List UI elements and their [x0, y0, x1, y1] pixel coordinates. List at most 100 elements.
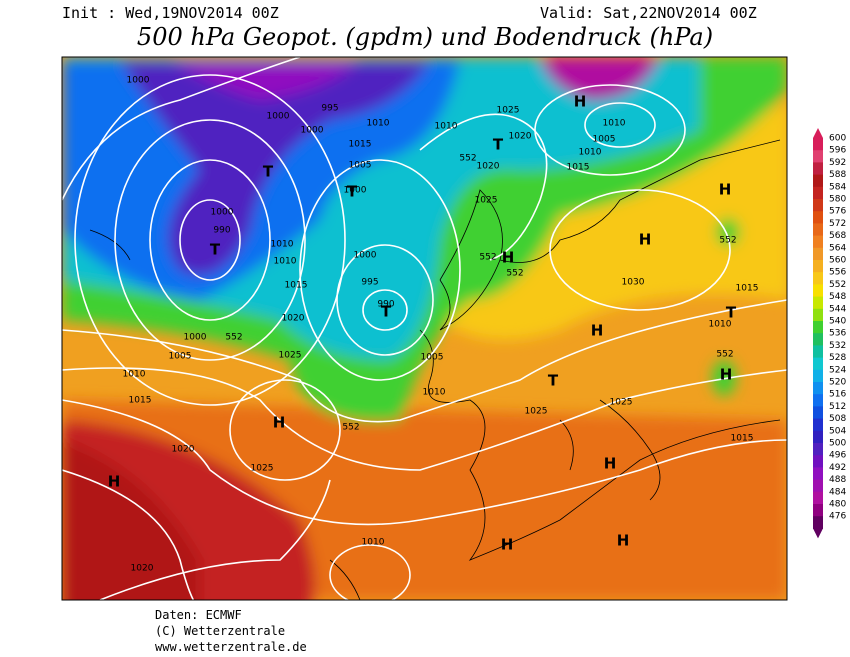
- isobar-label: 1010: [274, 257, 297, 267]
- colorbar-swatch: [813, 186, 823, 200]
- colorbar-label: 576: [829, 207, 846, 217]
- colorbar-label: 596: [829, 146, 846, 156]
- isobar-label: 1010: [709, 320, 732, 330]
- data-source: Daten: ECMWF: [155, 608, 242, 622]
- isobar-label: 1025: [610, 398, 633, 408]
- colorbar-swatch: [813, 199, 823, 212]
- colorbar-label: 528: [829, 353, 846, 363]
- colorbar-label: 564: [829, 243, 846, 253]
- isobar-label: 1010: [362, 538, 385, 548]
- copyright: (C) Wetterzentrale: [155, 624, 285, 638]
- contour-label: 552: [459, 154, 476, 164]
- colorbar-swatch: [813, 479, 823, 493]
- isobar-label: 1030: [622, 278, 645, 288]
- isobar-label: 1015: [129, 396, 152, 406]
- colorbar-swatch: [813, 150, 823, 163]
- colorbar-swatch: [813, 138, 823, 151]
- isobar-label: 1015: [567, 163, 590, 173]
- isobar-label: 1025: [475, 196, 498, 206]
- high-marker: H: [501, 536, 514, 554]
- colorbar-label: 572: [829, 219, 846, 229]
- colorbar-label: 552: [829, 280, 846, 290]
- map-frame: [61, 56, 788, 601]
- isobar-label: 1020: [477, 162, 500, 172]
- isobar-label: 1020: [131, 564, 154, 574]
- colorbar-label: 560: [829, 256, 846, 266]
- isobar-label: 1015: [349, 140, 372, 150]
- colorbar-swatch: [813, 430, 823, 444]
- isobar-label: 1025: [525, 407, 548, 417]
- isobar-label: 1010: [367, 119, 390, 129]
- website: www.wetterzentrale.de: [155, 640, 307, 654]
- colorbar-swatch: [813, 455, 823, 468]
- colorbar-swatch: [813, 504, 823, 517]
- colorbar-label: 476: [829, 512, 846, 522]
- colorbar-swatch: [813, 516, 823, 529]
- colorbar: 600 596 592 588 584 580 576 572 568 564 560 556 552 5…: [813, 128, 846, 539]
- colorbar-label: 548: [829, 292, 846, 302]
- map-area: 1000 1000 995 1000 1010 1015 1005 1000 1…: [62, 57, 787, 600]
- colorbar-label: 496: [829, 451, 846, 461]
- colorbar-swatch: [813, 247, 823, 261]
- isobar-label: 1000: [344, 186, 367, 196]
- contour-label: 552: [506, 269, 523, 279]
- colorbar-label: 544: [829, 304, 846, 314]
- colorbar-label: 488: [829, 475, 846, 485]
- high-marker: H: [591, 322, 604, 340]
- low-marker: T: [263, 163, 274, 181]
- isobar-label: 1000: [267, 112, 290, 122]
- high-marker: H: [574, 93, 587, 111]
- colorbar-label: 532: [829, 341, 846, 351]
- isobar-label: 1000: [301, 126, 324, 136]
- colorbar-label: 540: [829, 317, 846, 327]
- low-marker: T: [381, 303, 392, 321]
- low-marker: T: [726, 304, 737, 322]
- isobar-label: 1020: [282, 314, 305, 324]
- colorbar-label: 556: [829, 268, 846, 278]
- high-marker: H: [502, 249, 515, 267]
- colorbar-label: 592: [829, 158, 846, 168]
- isobar-label: 990: [213, 226, 230, 236]
- colorbar-swatch: [813, 394, 823, 407]
- colorbar-label: 504: [829, 426, 846, 436]
- isobar-label: 1015: [731, 434, 754, 444]
- high-marker: H: [720, 366, 733, 384]
- colorbar-label: 524: [829, 365, 846, 375]
- isobar-label: 1020: [509, 132, 532, 142]
- colorbar-swatch: [813, 382, 823, 395]
- low-marker: T: [548, 372, 559, 390]
- colorbar-top-arrow: [813, 128, 823, 138]
- high-marker: H: [108, 473, 121, 491]
- isobar-label: 1000: [211, 208, 234, 218]
- colorbar-swatch: [813, 260, 823, 273]
- colorbar-swatch: [813, 333, 823, 346]
- contour-label: 552: [225, 333, 242, 343]
- colorbar-label: 520: [829, 378, 846, 388]
- isobar-label: 1010: [435, 122, 458, 132]
- isobar-label: 1000: [354, 251, 377, 261]
- low-marker: T: [210, 241, 221, 259]
- colorbar-swatch: [813, 211, 823, 224]
- isobar-label: 1010: [423, 388, 446, 398]
- contour-label: 552: [716, 350, 733, 360]
- colorbar-swatch: [813, 235, 823, 249]
- colorbar-label: 600: [829, 134, 846, 144]
- high-marker: H: [719, 181, 732, 199]
- colorbar-label: 480: [829, 500, 846, 510]
- isobar-label: 1000: [127, 76, 150, 86]
- colorbar-label: 484: [829, 487, 846, 497]
- colorbar-swatch: [813, 443, 823, 456]
- colorbar-label: 588: [829, 170, 846, 180]
- colorbar-swatch: [813, 174, 823, 188]
- colorbar-label: 492: [829, 463, 846, 473]
- colorbar-swatch: [813, 272, 823, 285]
- colorbar-swatch: [813, 406, 823, 420]
- isobar-label: 1025: [279, 351, 302, 361]
- map-labels: 1000 1000 995 1000 1010 1015 1005 1000 1…: [108, 76, 759, 574]
- isobar-label: 1010: [603, 119, 626, 129]
- isobar-label: 1010: [579, 148, 602, 158]
- high-marker: H: [273, 414, 286, 432]
- colorbar-label: 536: [829, 329, 846, 339]
- valid-time: Valid: Sat,22NOV2014 00Z: [540, 4, 757, 22]
